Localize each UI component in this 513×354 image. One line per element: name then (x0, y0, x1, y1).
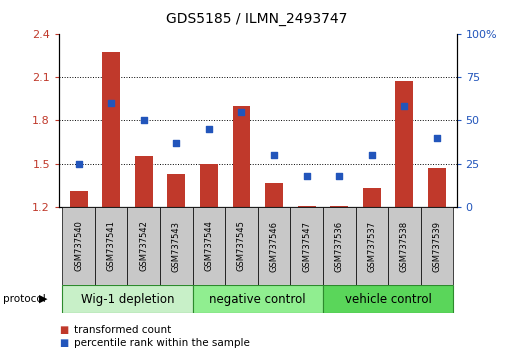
Text: GSM737545: GSM737545 (237, 221, 246, 272)
Bar (290, 207, 323, 285)
Text: vehicle control: vehicle control (345, 293, 431, 306)
Text: ■: ■ (59, 325, 68, 335)
Bar (298, 206, 315, 207)
Bar (323, 207, 356, 285)
Text: GSM737547: GSM737547 (302, 221, 311, 272)
Text: ▶: ▶ (40, 294, 48, 304)
Bar (102, 52, 120, 207)
Bar (232, 106, 250, 207)
Bar (135, 156, 153, 207)
Text: Wig-1 depletion: Wig-1 depletion (81, 293, 174, 306)
Point (270, 152, 278, 158)
Text: GSM737544: GSM737544 (204, 221, 213, 272)
Text: GSM737543: GSM737543 (172, 221, 181, 272)
Bar (428, 168, 446, 207)
Bar (363, 188, 381, 207)
Point (140, 118, 148, 123)
Bar (356, 207, 388, 285)
Point (205, 126, 213, 132)
Text: protocol: protocol (3, 294, 45, 304)
Bar (265, 183, 283, 207)
Point (172, 140, 181, 146)
Point (433, 135, 441, 141)
Bar (388, 207, 421, 285)
Text: GSM737539: GSM737539 (432, 221, 442, 272)
Text: GSM737542: GSM737542 (139, 221, 148, 272)
Bar (70, 191, 88, 207)
Bar (192, 207, 225, 285)
Point (107, 100, 115, 106)
Bar (330, 206, 348, 207)
Text: ■: ■ (59, 338, 68, 348)
Bar (200, 164, 218, 207)
Text: GSM737537: GSM737537 (367, 221, 377, 272)
Text: GDS5185 / ILMN_2493747: GDS5185 / ILMN_2493747 (166, 12, 347, 27)
Bar (258, 207, 290, 285)
Point (400, 104, 408, 109)
Bar (323, 285, 453, 313)
Bar (225, 207, 258, 285)
Text: percentile rank within the sample: percentile rank within the sample (74, 338, 250, 348)
Point (303, 173, 311, 179)
Bar (95, 207, 127, 285)
Text: GSM737546: GSM737546 (269, 221, 279, 272)
Bar (421, 207, 453, 285)
Text: GSM737540: GSM737540 (74, 221, 83, 272)
Point (335, 173, 343, 179)
Text: GSM737536: GSM737536 (335, 221, 344, 272)
Text: negative control: negative control (209, 293, 306, 306)
Bar (167, 174, 185, 207)
Bar (396, 81, 413, 207)
Bar (127, 207, 160, 285)
Point (238, 109, 246, 115)
Bar (62, 285, 192, 313)
Bar (160, 207, 192, 285)
Text: GSM737541: GSM737541 (107, 221, 115, 272)
Point (74, 161, 83, 167)
Bar (192, 285, 323, 313)
Bar (62, 207, 95, 285)
Text: GSM737538: GSM737538 (400, 221, 409, 272)
Text: transformed count: transformed count (74, 325, 172, 335)
Point (368, 152, 376, 158)
